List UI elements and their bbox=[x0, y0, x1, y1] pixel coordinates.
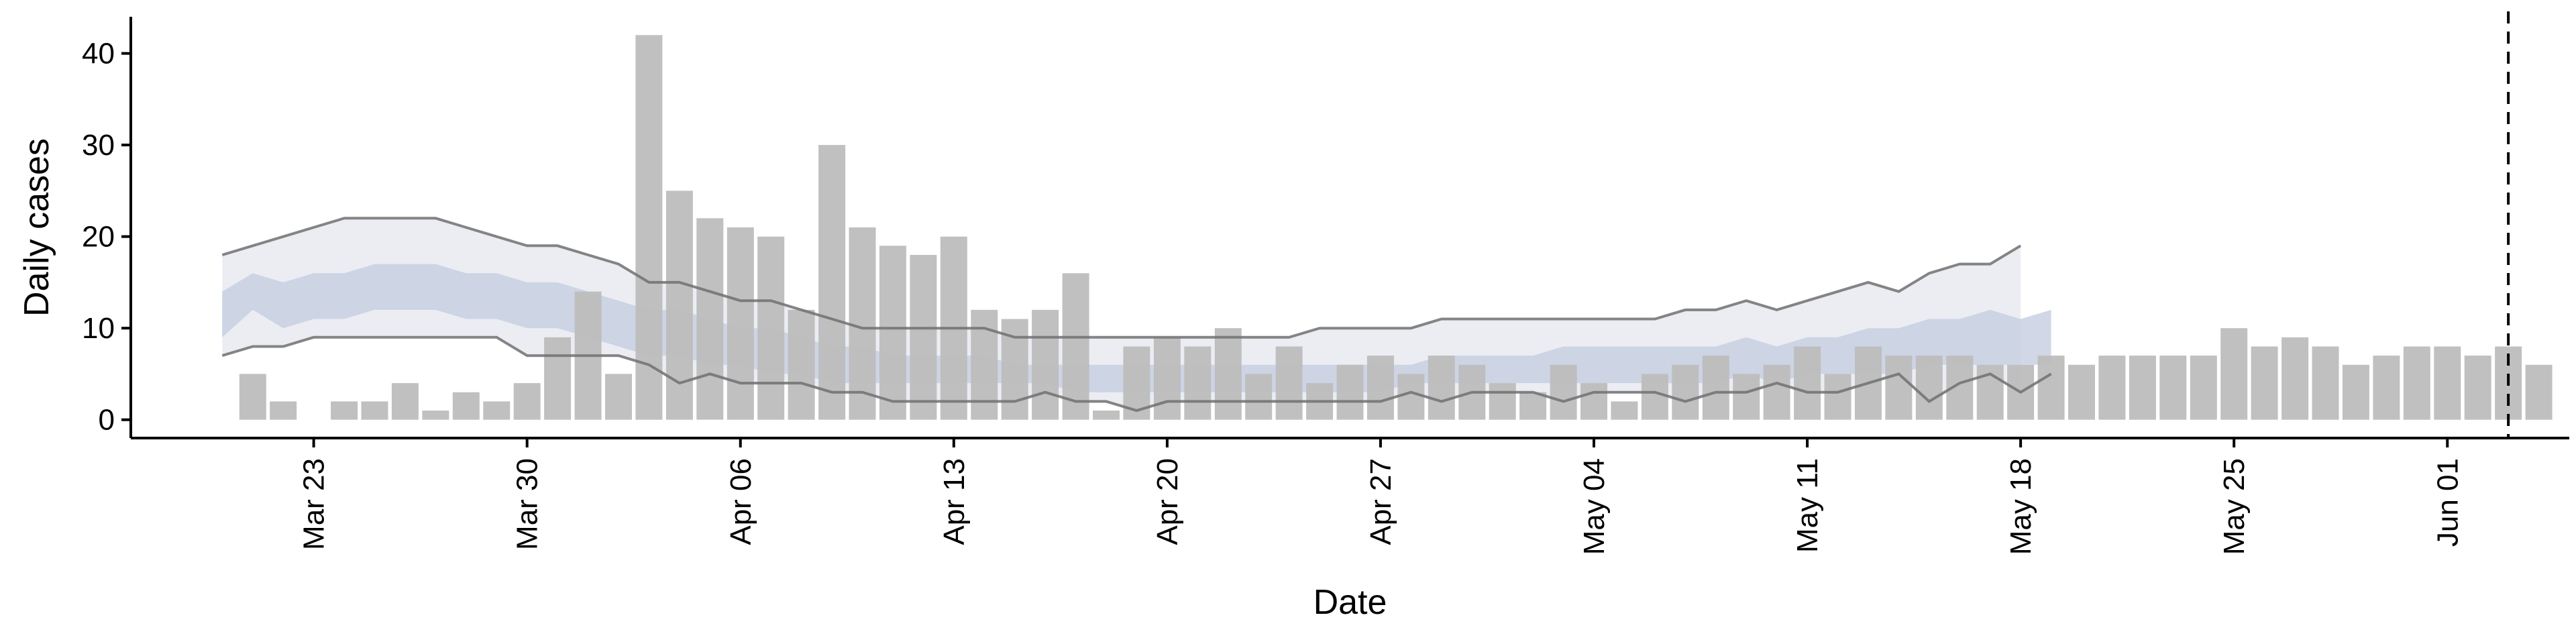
case-bar bbox=[1214, 328, 1242, 420]
case-bar bbox=[2251, 346, 2278, 420]
case-bar bbox=[2434, 346, 2461, 420]
case-bar bbox=[665, 191, 693, 420]
case-bar bbox=[910, 255, 937, 420]
x-tick-label: May 18 bbox=[2004, 458, 2037, 555]
x-tick-label: Apr 13 bbox=[938, 458, 971, 545]
case-bar bbox=[818, 145, 846, 420]
case-bar bbox=[1550, 364, 1577, 420]
y-axis-title: Daily cases bbox=[17, 138, 56, 317]
case-bar bbox=[2129, 356, 2156, 420]
case-bar bbox=[2312, 346, 2339, 420]
daily-case-bars bbox=[239, 35, 2553, 420]
case-bar bbox=[1062, 273, 1089, 420]
case-bar bbox=[2159, 356, 2187, 420]
inner-uncertainty-band bbox=[222, 264, 2051, 392]
case-bar bbox=[1275, 346, 1303, 420]
case-bar bbox=[2037, 356, 2065, 420]
case-bar bbox=[788, 309, 815, 420]
y-tick-label: 40 bbox=[82, 38, 115, 70]
y-tick-label: 0 bbox=[99, 404, 115, 437]
case-bar bbox=[331, 401, 358, 420]
case-bar bbox=[1519, 392, 1547, 420]
case-bar bbox=[2403, 346, 2430, 420]
case-bar bbox=[239, 374, 266, 420]
case-bar bbox=[1397, 374, 1425, 420]
x-tick-label: Apr 20 bbox=[1151, 458, 1184, 545]
x-tick-label: Apr 27 bbox=[1364, 458, 1397, 545]
case-bar bbox=[1032, 309, 1059, 420]
x-tick-label: May 04 bbox=[1578, 458, 1611, 555]
case-bar bbox=[1672, 364, 1699, 420]
case-bar bbox=[1641, 374, 1668, 420]
y-tick-label: 30 bbox=[82, 129, 115, 162]
lower-projection-line bbox=[221, 335, 2052, 413]
case-bar bbox=[1885, 356, 1913, 420]
case-bar bbox=[544, 337, 572, 420]
case-bar bbox=[483, 401, 511, 420]
case-bar bbox=[270, 401, 297, 420]
case-bar bbox=[1153, 337, 1181, 420]
case-bar bbox=[2220, 328, 2248, 420]
case-bar bbox=[1093, 411, 1120, 420]
case-bar bbox=[849, 227, 876, 420]
case-bar bbox=[1702, 356, 1729, 420]
case-bar bbox=[1824, 374, 1851, 420]
case-bar bbox=[2373, 356, 2400, 420]
case-bar bbox=[2525, 364, 2553, 420]
case-bar bbox=[1366, 356, 1394, 420]
x-axis-title: Date bbox=[1313, 583, 1387, 622]
case-bar bbox=[696, 218, 724, 420]
x-tick-label: Mar 30 bbox=[511, 458, 544, 550]
case-bar bbox=[727, 227, 754, 420]
x-tick-label: Mar 23 bbox=[298, 458, 331, 550]
upper-projection-line bbox=[221, 217, 2022, 339]
axis-ticks: 0 10 20 30 40 Mar 23 Mar 30 Apr 06 Apr 13 Apr 20 A… bbox=[82, 38, 2464, 555]
case-bar bbox=[1763, 364, 1790, 420]
case-bar bbox=[1336, 364, 1364, 420]
x-tick-label: Jun 01 bbox=[2431, 458, 2464, 547]
x-tick-label: May 25 bbox=[2218, 458, 2251, 555]
case-bar bbox=[361, 401, 388, 420]
projection-lines bbox=[221, 217, 2052, 413]
case-bar bbox=[2098, 356, 2126, 420]
case-bar bbox=[1733, 374, 1760, 420]
case-bar bbox=[1184, 346, 1212, 420]
case-bar bbox=[1611, 401, 1638, 420]
case-bar bbox=[971, 309, 998, 420]
case-bar bbox=[2464, 356, 2491, 420]
case-bar bbox=[2190, 356, 2217, 420]
case-bar bbox=[605, 374, 632, 420]
y-tick-label: 20 bbox=[82, 221, 115, 254]
axes bbox=[129, 17, 2569, 439]
case-bar bbox=[1580, 383, 1607, 420]
x-tick-label: May 11 bbox=[1791, 458, 1824, 553]
x-tick-label: Apr 06 bbox=[724, 458, 757, 545]
case-bar bbox=[1245, 374, 1273, 420]
case-bar bbox=[2342, 364, 2369, 420]
y-tick-label: 10 bbox=[82, 312, 115, 345]
case-bar bbox=[879, 246, 906, 420]
case-bar bbox=[757, 236, 785, 420]
case-bar bbox=[452, 392, 480, 420]
case-bar bbox=[2068, 364, 2095, 420]
case-bar bbox=[1489, 383, 1516, 420]
case-bar bbox=[1915, 356, 1943, 420]
case-bar bbox=[513, 383, 541, 420]
case-bar bbox=[1794, 346, 1821, 420]
case-bar bbox=[422, 411, 449, 420]
case-bar bbox=[1428, 356, 1455, 420]
case-bar bbox=[391, 383, 419, 420]
case-bar bbox=[635, 35, 663, 420]
case-bar bbox=[2282, 337, 2309, 420]
